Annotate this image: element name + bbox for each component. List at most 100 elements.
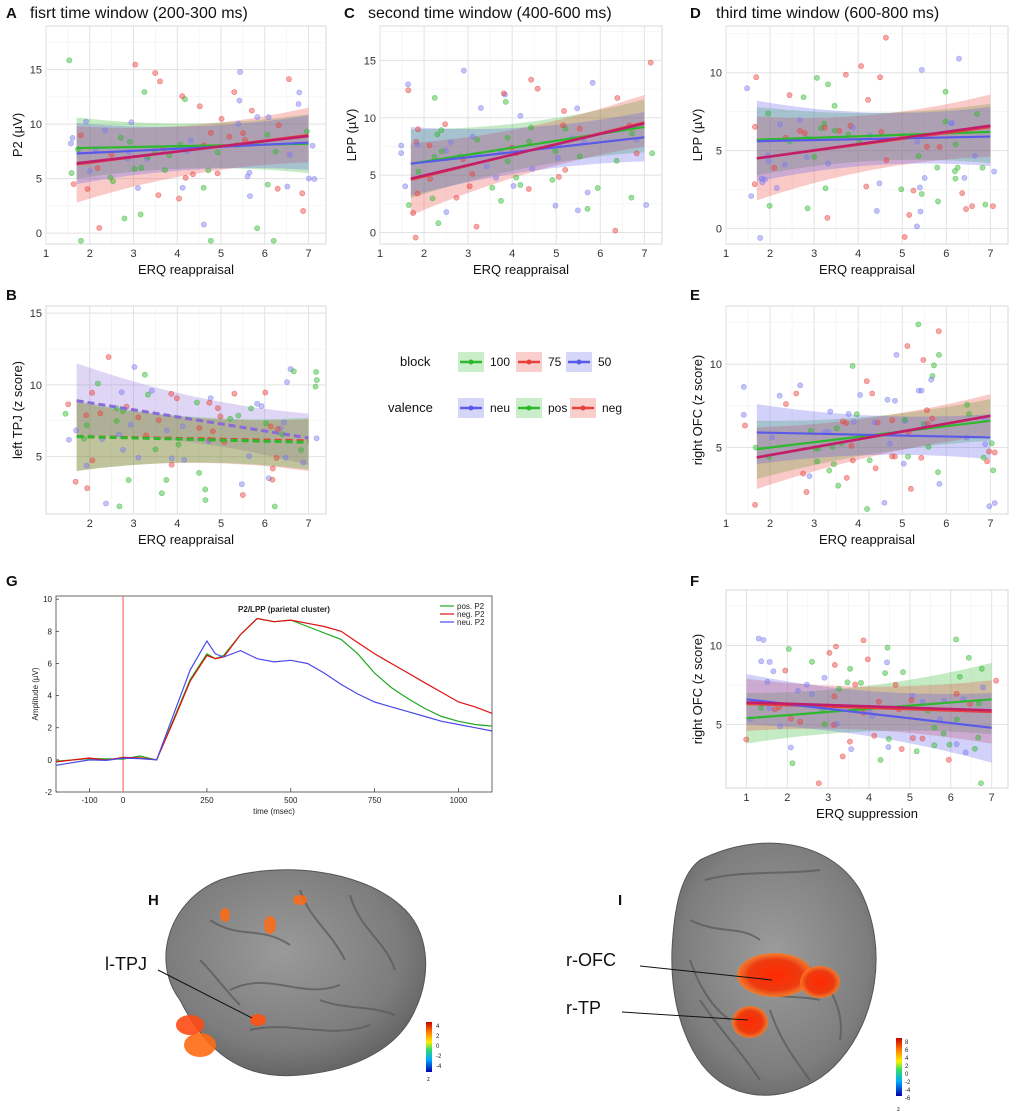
panel-d-point <box>910 187 917 194</box>
panel-b-point <box>142 371 148 378</box>
panel-e-point <box>936 351 942 358</box>
panel-g-xtick-2: 250 <box>200 796 214 805</box>
panel-c-point <box>562 166 569 173</box>
panel-b-xtick-5: 7 <box>305 518 311 530</box>
panel-a-point <box>303 128 310 135</box>
panel-c-ytick-1: 5 <box>370 170 376 182</box>
panel-c-xtick-3: 4 <box>509 248 515 260</box>
panel-a-point <box>68 170 75 177</box>
panel-e-point <box>980 454 987 461</box>
panel-b-ylabel: left TPJ (z score) <box>10 361 25 459</box>
panel-e-scatter: 1 2 3 4 5 6 7 5 10 ERQ reappraisal right OFC (z sc… <box>690 305 1009 547</box>
panel-e-fit-line-overall <box>756 414 991 459</box>
panel-d-point <box>961 174 968 181</box>
i-colorbar-tick-5: -2 <box>905 1080 911 1086</box>
panel-f-xlabel: ERQ suppression <box>816 806 918 821</box>
panel-c-point <box>633 150 640 157</box>
panel-c-point <box>443 209 450 216</box>
panel-b-xtick-0: 2 <box>87 518 93 530</box>
panel-b-ytick-2: 15 <box>30 308 42 320</box>
panel-d-point <box>771 164 778 171</box>
panel-a-ytick-3: 15 <box>30 65 42 77</box>
panel-f-point <box>766 705 773 712</box>
panel-a-point <box>207 129 214 136</box>
panel-e-point <box>776 392 783 399</box>
panel-c-point <box>498 197 504 204</box>
panel-c-point <box>415 168 422 175</box>
panel-c-point <box>534 85 541 92</box>
panel-a-point <box>83 118 89 125</box>
panel-a-xtick-0: 1 <box>43 248 49 260</box>
legend-valence-neg-dot <box>580 405 586 411</box>
panel-g-legend-label-2: neu. P2 <box>457 618 485 627</box>
panel-a-point <box>205 167 212 174</box>
panel-e-point <box>864 506 870 512</box>
panel-a-ytick-0: 0 <box>36 228 42 240</box>
legend-valence-title: valence <box>388 400 433 415</box>
panel-d-point <box>924 143 930 150</box>
panel-e-point <box>918 387 925 394</box>
panel-a-point <box>286 151 293 158</box>
panel-b-point <box>196 469 202 476</box>
panel-e-ytick-1: 10 <box>710 359 722 371</box>
panel-d-title: third time window (600-800 ms) <box>716 5 939 22</box>
panel-e-ci-band-75 <box>756 394 991 490</box>
panel-d-point <box>942 88 949 95</box>
panel-e-point <box>929 415 936 422</box>
panel-e-point <box>908 485 914 492</box>
panel-e-point <box>800 470 807 477</box>
panel-c-point <box>414 141 421 148</box>
panel-g-ytick-1: 0 <box>48 756 53 765</box>
panel-b-point <box>105 354 112 360</box>
panel-d-point <box>744 85 750 92</box>
panel-f-point <box>860 637 867 644</box>
panel-e-point <box>835 482 842 489</box>
panel-a-ci-band-75 <box>76 107 309 203</box>
panel-e-point <box>904 343 911 349</box>
panel-f-point <box>755 635 762 642</box>
panel-c-point <box>612 227 619 234</box>
i-colorbar-tick-6: -4 <box>905 1088 911 1094</box>
panel-b-point <box>83 412 89 419</box>
panel-b-point <box>158 490 165 497</box>
panel-f-point <box>975 700 982 707</box>
panel-d-point <box>873 208 880 214</box>
panel-letter-e: E <box>690 287 700 304</box>
panel-c-point <box>643 202 650 208</box>
panel-a-point <box>121 215 128 222</box>
panel-e-xtick-0: 1 <box>723 518 729 530</box>
panel-b-point <box>65 436 72 443</box>
panel-b-point <box>238 481 245 488</box>
panel-c-point <box>575 207 581 214</box>
panel-c-point <box>574 105 581 112</box>
panel-a-point <box>68 140 74 147</box>
panel-f-point <box>910 735 916 741</box>
panel-e-point <box>984 458 990 465</box>
panel-b-point <box>89 457 96 464</box>
panel-f-point <box>833 720 840 727</box>
panel-f-point <box>882 670 889 676</box>
panel-c-xtick-6: 7 <box>641 248 647 260</box>
panel-a-ytick-1: 5 <box>36 174 42 186</box>
panel-a-point <box>137 211 144 218</box>
panel-f-point <box>980 684 986 691</box>
panel-b-point <box>290 368 297 375</box>
panel-b-xtick-2: 4 <box>174 518 180 530</box>
panel-c-point <box>502 98 509 105</box>
panel-b-point <box>115 431 122 438</box>
panel-c-point <box>410 210 417 216</box>
panel-a-point <box>132 61 139 68</box>
panel-b-point <box>284 379 290 386</box>
panel-b-point <box>62 410 69 417</box>
panel-f-point <box>831 693 838 700</box>
panel-e-point <box>986 503 993 510</box>
panel-e-ylabel: right OFC (z score) <box>690 355 705 466</box>
panel-b-point <box>214 405 221 412</box>
i-colorbar-tick-3: 2 <box>905 1064 909 1070</box>
panel-a-point <box>157 78 163 85</box>
panel-f-point <box>804 681 810 688</box>
panel-g-xtick-5: 1000 <box>450 796 468 805</box>
panel-b-point <box>202 497 209 504</box>
panel-b-point <box>313 435 320 442</box>
panel-f-xtick-3: 4 <box>866 792 872 804</box>
